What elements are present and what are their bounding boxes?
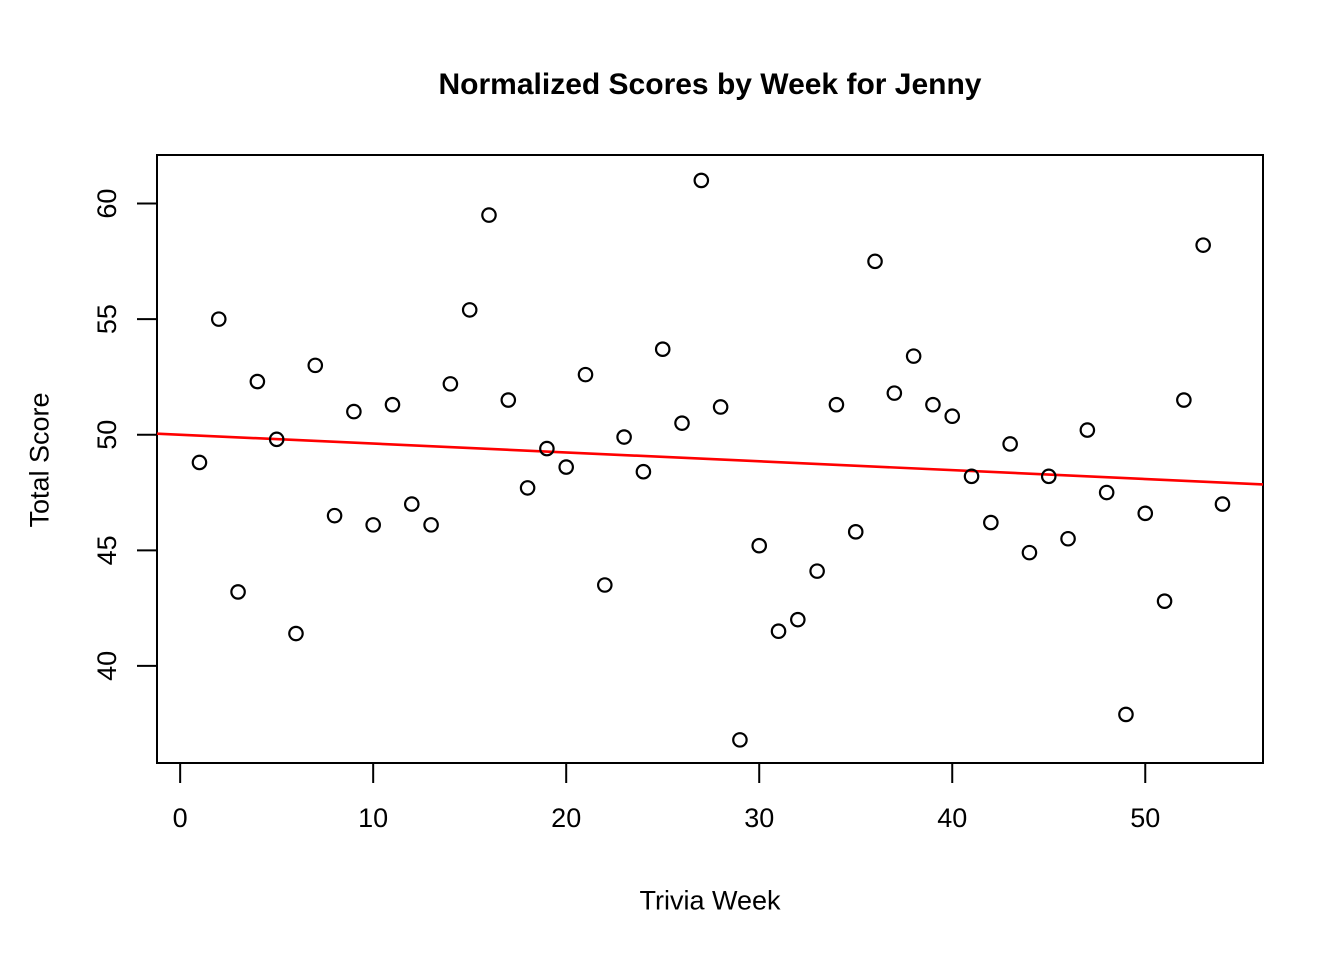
- data-point: [925, 396, 941, 413]
- data-point: [519, 480, 536, 496]
- data-point: [597, 577, 613, 593]
- data-point: [403, 496, 420, 512]
- x-tick-label: 0: [173, 803, 188, 833]
- chart-title: Normalized Scores by Week for Jenny: [438, 68, 982, 101]
- data-point: [249, 373, 266, 390]
- y-tick-label: 45: [92, 535, 122, 565]
- data-point: [1118, 706, 1134, 723]
- y-axis-label: Total Score: [24, 392, 55, 528]
- data-point: [346, 403, 362, 420]
- data-point: [1195, 237, 1211, 253]
- data-point: [751, 537, 768, 554]
- data-point: [616, 429, 632, 445]
- data-point: [1002, 436, 1018, 452]
- y-tick-label: 60: [92, 189, 122, 219]
- data-point: [1021, 544, 1038, 561]
- data-point: [809, 563, 825, 579]
- x-tick-label: 10: [358, 803, 388, 833]
- data-point: [558, 459, 575, 475]
- data-point: [693, 172, 710, 189]
- data-point: [230, 584, 246, 600]
- trend-line: [156, 432, 1264, 486]
- x-axis-label: Trivia Week: [639, 885, 781, 916]
- x-tick-label: 50: [1130, 803, 1160, 833]
- data-point: [210, 311, 227, 327]
- data-point: [635, 463, 652, 480]
- data-point: [1079, 422, 1096, 438]
- data-point: [268, 431, 285, 448]
- data-point: [944, 408, 961, 425]
- data-point: [963, 468, 980, 485]
- data-point: [307, 357, 324, 374]
- x-tick-label: 20: [551, 803, 581, 833]
- data-point: [326, 507, 343, 524]
- data-point: [732, 732, 748, 748]
- data-point: [191, 454, 208, 471]
- data-point: [790, 611, 806, 628]
- y-tick-label: 50: [92, 420, 122, 450]
- data-point: [1098, 484, 1115, 501]
- data-point: [481, 207, 497, 223]
- y-tick-label: 55: [92, 304, 122, 334]
- data-point: [1156, 593, 1173, 609]
- data-point: [577, 366, 594, 383]
- data-point: [1040, 468, 1057, 485]
- data-point: [461, 302, 478, 318]
- y-tick-label: 40: [92, 651, 122, 681]
- data-point: [770, 623, 787, 640]
- plot-border: [156, 154, 1264, 764]
- x-tick-label: 40: [937, 803, 967, 833]
- data-point: [539, 440, 555, 457]
- data-point: [1214, 496, 1231, 512]
- data-point: [983, 514, 999, 531]
- data-point: [712, 399, 729, 415]
- data-point: [847, 524, 864, 540]
- data-point: [654, 341, 671, 357]
- data-point: [288, 625, 304, 642]
- data-point: [1060, 530, 1076, 547]
- x-tick-label: 30: [744, 803, 774, 833]
- data-point: [828, 396, 845, 413]
- data-point: [1176, 392, 1192, 408]
- data-point: [442, 376, 459, 392]
- data-point: [867, 253, 883, 270]
- data-point: [384, 396, 401, 413]
- data-point: [423, 517, 439, 533]
- data-point: [905, 348, 922, 364]
- data-point: [1137, 505, 1154, 522]
- data-point: [365, 517, 381, 533]
- data-point: [674, 415, 690, 431]
- data-point: [886, 385, 903, 401]
- data-point: [500, 392, 517, 408]
